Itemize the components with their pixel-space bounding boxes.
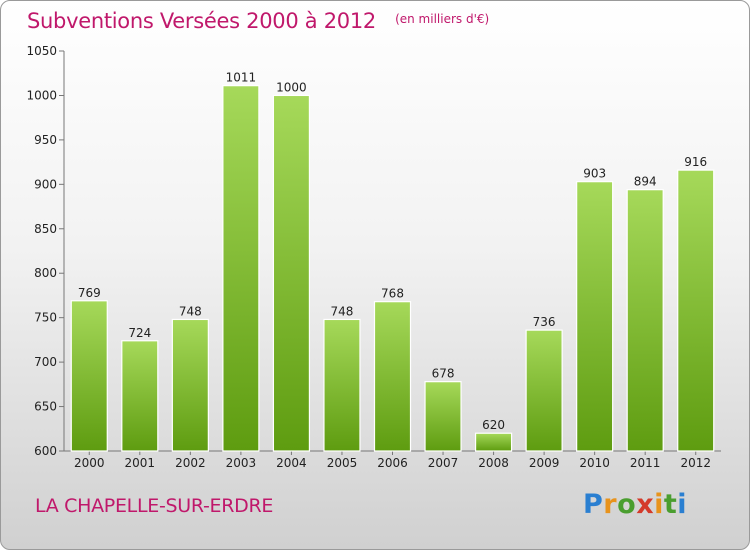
- chart-title: Subventions Versées 2000 à 2012: [27, 9, 376, 33]
- bars: [70, 85, 715, 452]
- value-label: 724: [128, 326, 151, 340]
- bar-2006: [373, 301, 412, 452]
- x-tick-label: 2009: [529, 456, 560, 470]
- y-tick-label: 1050: [26, 44, 57, 58]
- value-label: 768: [381, 287, 404, 301]
- x-tick-label: 2012: [680, 456, 711, 470]
- value-label: 748: [331, 304, 354, 318]
- value-label: 903: [583, 167, 606, 181]
- bar-2003: [222, 85, 260, 452]
- x-tick-label: 2001: [125, 456, 156, 470]
- place-name: LA CHAPELLE-SUR-ERDRE: [35, 495, 274, 517]
- title-row: Subventions Versées 2000 à 2012 (en mill…: [27, 9, 489, 33]
- logo-letter: i: [654, 489, 664, 520]
- logo-letter: x: [636, 489, 655, 520]
- y-tick-label: 900: [34, 177, 57, 191]
- x-tick-label: 2010: [579, 456, 610, 470]
- value-label: 736: [533, 315, 556, 329]
- x-tick-label: 2003: [226, 456, 257, 470]
- value-label: 916: [684, 155, 707, 169]
- value-label: 1000: [276, 80, 307, 94]
- bar-2007: [424, 381, 462, 452]
- logo-letter: r: [603, 489, 618, 520]
- bar-2009: [525, 329, 563, 452]
- logo-letter: i: [677, 489, 688, 520]
- chart-subtitle: (en milliers d'€): [395, 12, 490, 26]
- bar-2004: [272, 94, 311, 452]
- y-tick-label: 950: [34, 133, 57, 147]
- x-tick-label: 2011: [630, 456, 661, 470]
- bar-2000: [70, 300, 108, 452]
- bar-2001: [121, 340, 159, 452]
- x-tick-label: 2005: [327, 456, 358, 470]
- y-tick-label: 850: [34, 222, 57, 236]
- logo-letter: o: [617, 489, 637, 520]
- value-label: 748: [179, 304, 202, 318]
- y-tick-label: 600: [34, 444, 57, 458]
- proxiti-logo: Proxiti: [583, 489, 687, 520]
- labels: 600 650 700 750 800 850 900 950 1000 1050 2000 769 2…: [26, 44, 711, 470]
- y-tick-label: 750: [34, 311, 57, 325]
- bar-2002: [171, 318, 209, 452]
- x-tick-label: 2002: [175, 456, 206, 470]
- value-label: 894: [634, 175, 657, 189]
- value-label: 678: [432, 367, 455, 381]
- y-tick-label: 1000: [26, 88, 57, 102]
- x-tick-label: 2004: [276, 456, 307, 470]
- value-label: 620: [482, 418, 505, 432]
- bar-2012: [677, 169, 715, 452]
- x-tick-label: 2007: [428, 456, 459, 470]
- logo-letter: P: [583, 489, 604, 520]
- bar-2011: [626, 189, 664, 452]
- bar-2010: [576, 181, 614, 452]
- logo-letter: t: [663, 489, 678, 520]
- bar-2008: [474, 432, 513, 452]
- bar-2005: [323, 318, 361, 452]
- x-tick-label: 2008: [478, 456, 509, 470]
- x-tick-label: 2006: [377, 456, 408, 470]
- value-label: 1011: [226, 71, 257, 85]
- y-tick-label: 700: [34, 355, 57, 369]
- y-tick-label: 800: [34, 266, 57, 280]
- value-label: 769: [78, 286, 101, 300]
- y-tick-label: 650: [34, 400, 57, 414]
- x-tick-label: 2000: [74, 456, 105, 470]
